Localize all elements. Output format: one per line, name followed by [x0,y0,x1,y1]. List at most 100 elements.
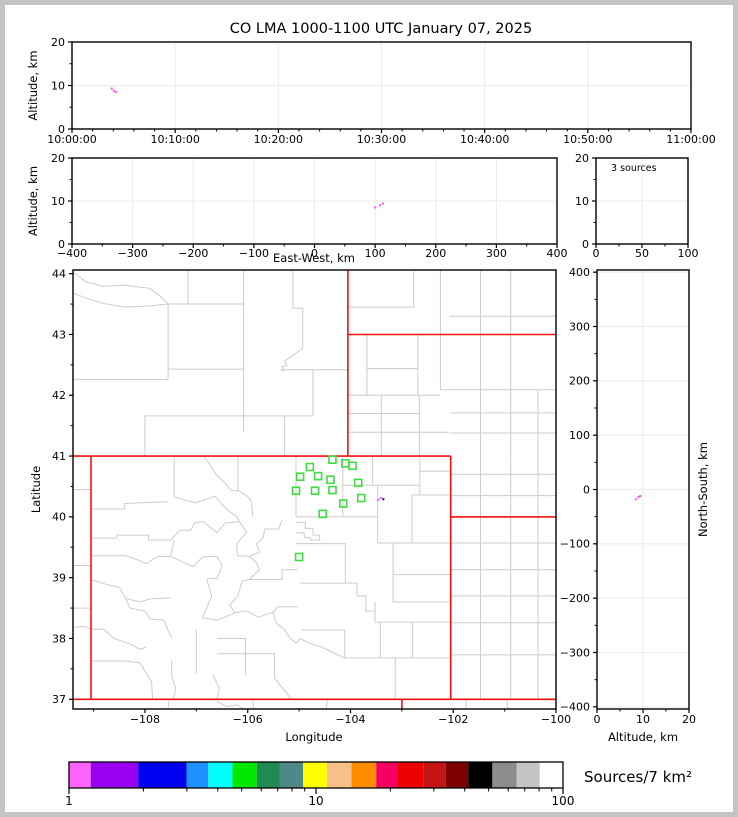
county-border-line [292,270,304,349]
county-border-line [243,606,298,618]
county-border-line [229,556,260,614]
county-border-line [91,539,175,565]
colorbar-segment [256,762,280,788]
tick-label: −104 [335,713,365,726]
colorbar-segment [445,762,469,788]
tick-label: −200 [178,247,208,260]
lma-station-marker [328,485,337,495]
tick-label: 200 [569,375,590,388]
vhf-source-point [382,202,385,205]
county-border-line [325,699,328,709]
colorbar-segment [492,762,517,788]
tick-label: −400 [57,247,87,260]
county-border-line [212,674,220,700]
tick-label: 300 [486,247,507,260]
tick-label: 0 [583,483,590,496]
ns-height-xlabel: Altitude, km [608,730,678,744]
tick-label: −100 [541,713,571,726]
colorbar-segment [326,762,352,788]
lma-station-marker [348,461,357,471]
county-border-line [273,653,292,700]
ns-height-panel: 0 10 20 400 300 200 100 0 −100 −200 −300 −400 [560,266,696,726]
colorbar-segment [232,762,257,788]
tick-label: 0 [58,238,65,251]
vhf-source-point [114,91,117,94]
lma-station-marker [291,486,301,496]
map-ylabel: Latitude [29,466,43,513]
county-border-line [216,701,244,709]
county-border-line [90,579,171,603]
county-border-line [252,699,255,709]
county-border-line [296,521,321,541]
county-border-line [170,555,223,580]
ew-height-panel: −400 −300 −200 −100 0 100 200 300 400 0 10 20 [51,152,568,260]
tick-label: 11:00:00 [666,133,715,146]
tick-label: 400 [569,266,590,279]
tick-label: 40 [52,511,66,524]
county-border-line [237,519,283,557]
tick-label: 10:40:00 [460,133,509,146]
vhf-source-point [634,498,637,501]
ns-height-ylabel: North-South, km [696,442,710,537]
tick-label: 0 [311,247,318,260]
lma-station-marker [328,455,337,465]
map-content [73,270,556,709]
vhf-source-point [110,87,113,90]
ew-xlabel: East-West, km [273,251,355,265]
tick-label: 200 [425,247,446,260]
county-border-line [91,521,240,541]
lma-station-marker [305,462,315,472]
county-border-line [214,495,240,522]
tick-label: 39 [52,571,66,584]
colorbar-segment [398,762,424,788]
county-border-line [236,521,248,556]
colorbar-segment [279,762,304,788]
tick-label: 37 [52,693,66,706]
county-border-line [203,455,238,492]
tick-label: 50 [635,247,649,260]
tick-label: 400 [547,247,568,260]
vhf-source-point [112,89,115,92]
tick-label: 10 [575,195,589,208]
colorbar-tick-label: 100 [552,794,575,808]
tick-label: 0 [593,247,600,260]
tick-label: 10 [51,195,65,208]
colorbar-segment [208,762,233,788]
colorbar-tick-label: 1 [65,794,73,808]
county-border-line [171,660,177,700]
tick-label: −400 [560,701,590,714]
county-border-line [249,569,298,580]
tick-label: 20 [682,713,696,726]
vhf-source-point [377,498,380,501]
county-border-line [91,628,147,650]
tick-label: −300 [560,646,590,659]
lma-station-marker [326,475,335,485]
tick-label: 41 [52,450,66,463]
tick-label: 20 [51,152,65,165]
county-border-line [124,597,173,639]
tick-label: 10 [51,79,65,92]
colorbar-label: Sources/7 km² [584,768,692,786]
county-border-line [167,699,170,709]
county-border-line [174,495,216,504]
colorbar-segment [516,762,540,788]
colorbar-segment [423,762,446,788]
vhf-source-point [637,496,640,499]
county-border-line [272,612,301,644]
county-border-line [73,292,169,308]
vhf-source-point [374,206,377,209]
colorbar-segment [376,762,399,788]
colorbar-segment [90,762,139,788]
colorbar-segment [69,762,91,788]
tick-label: −102 [438,713,468,726]
tick-label: −200 [560,592,590,605]
vhf-source-point [378,204,381,207]
tick-label: 0 [594,713,601,726]
altitude-histogram-panel: 0 50 100 0 10 20 [575,152,699,260]
source-count-annotation: 3 sources [611,163,657,174]
time-height-ylabel: Altitude, km [26,50,40,120]
tick-label: 100 [678,247,699,260]
plan-view-map-panel: −108 −106 −104 −102 −100 37 38 39 40 41 42 43 44 [52,267,571,726]
vhf-source-point [639,495,642,498]
